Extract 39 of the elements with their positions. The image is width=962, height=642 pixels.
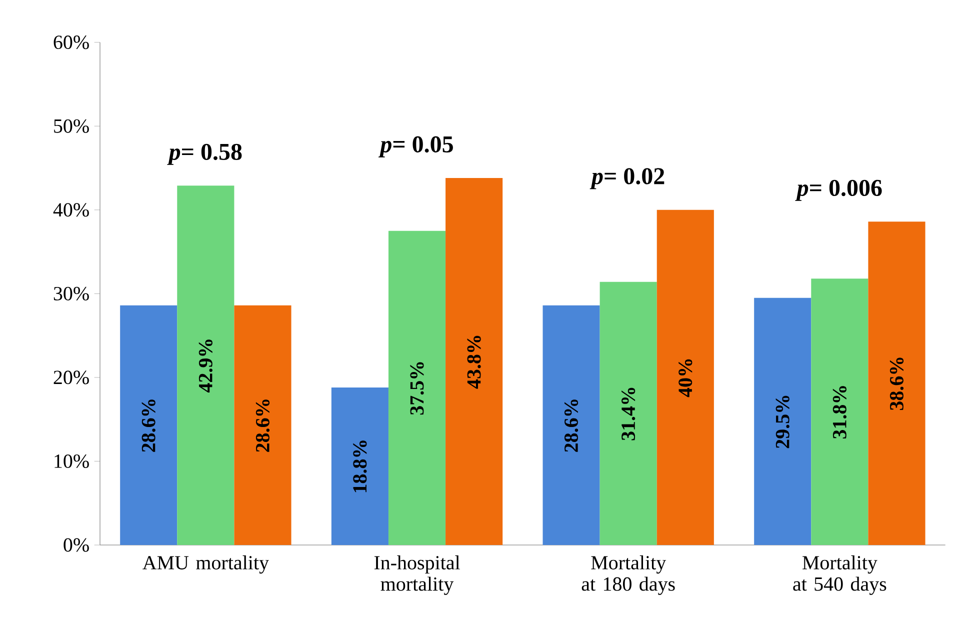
data-label: 37.5% [410,362,424,415]
y-tick-label: 40% [53,203,89,217]
y-tick-label: 20% [54,370,89,384]
bar [811,278,868,545]
data-label: 28.6% [564,400,578,452]
y-tick-label: 60% [54,36,89,50]
y-tick-label: 30% [54,286,89,300]
data-label: 18.8% [353,440,367,492]
data-label: 31.4% [622,388,636,440]
bar [542,305,600,545]
bar [388,230,446,545]
bar [120,305,178,545]
annotation: p= 0.02 [590,168,664,190]
x-tick-label: Mortality at 540 days [793,555,886,595]
bar [446,178,503,545]
bar [600,282,657,545]
data-label: 31.8% [832,386,846,439]
data-label: 40% [678,359,692,398]
data-label: 29.5% [776,396,790,448]
data-label: 42.9% [198,340,212,393]
bar [234,305,292,545]
annotation: p= 0.05 [378,136,453,158]
y-tick-label: 10% [54,454,89,468]
bar [656,210,714,545]
x-tick-label: In-hospital mortality [374,555,460,595]
data-label: 38.6% [890,358,904,410]
bar [177,186,234,545]
bar [868,222,926,545]
y-tick-label: 50% [54,119,89,133]
x-tick-label: Mortality at 180 days [582,555,675,595]
bar [754,298,812,545]
data-label: 28.6% [256,400,270,452]
data-label: 28.6% [142,400,156,452]
x-tick-label: AMU mortality [142,555,269,574]
data-label: 43.8% [467,336,481,389]
bar [331,387,388,545]
y-tick-label: 0% [64,538,89,552]
annotation: p= 0.58 [167,144,242,165]
annotation: p= 0.006 [795,180,882,201]
